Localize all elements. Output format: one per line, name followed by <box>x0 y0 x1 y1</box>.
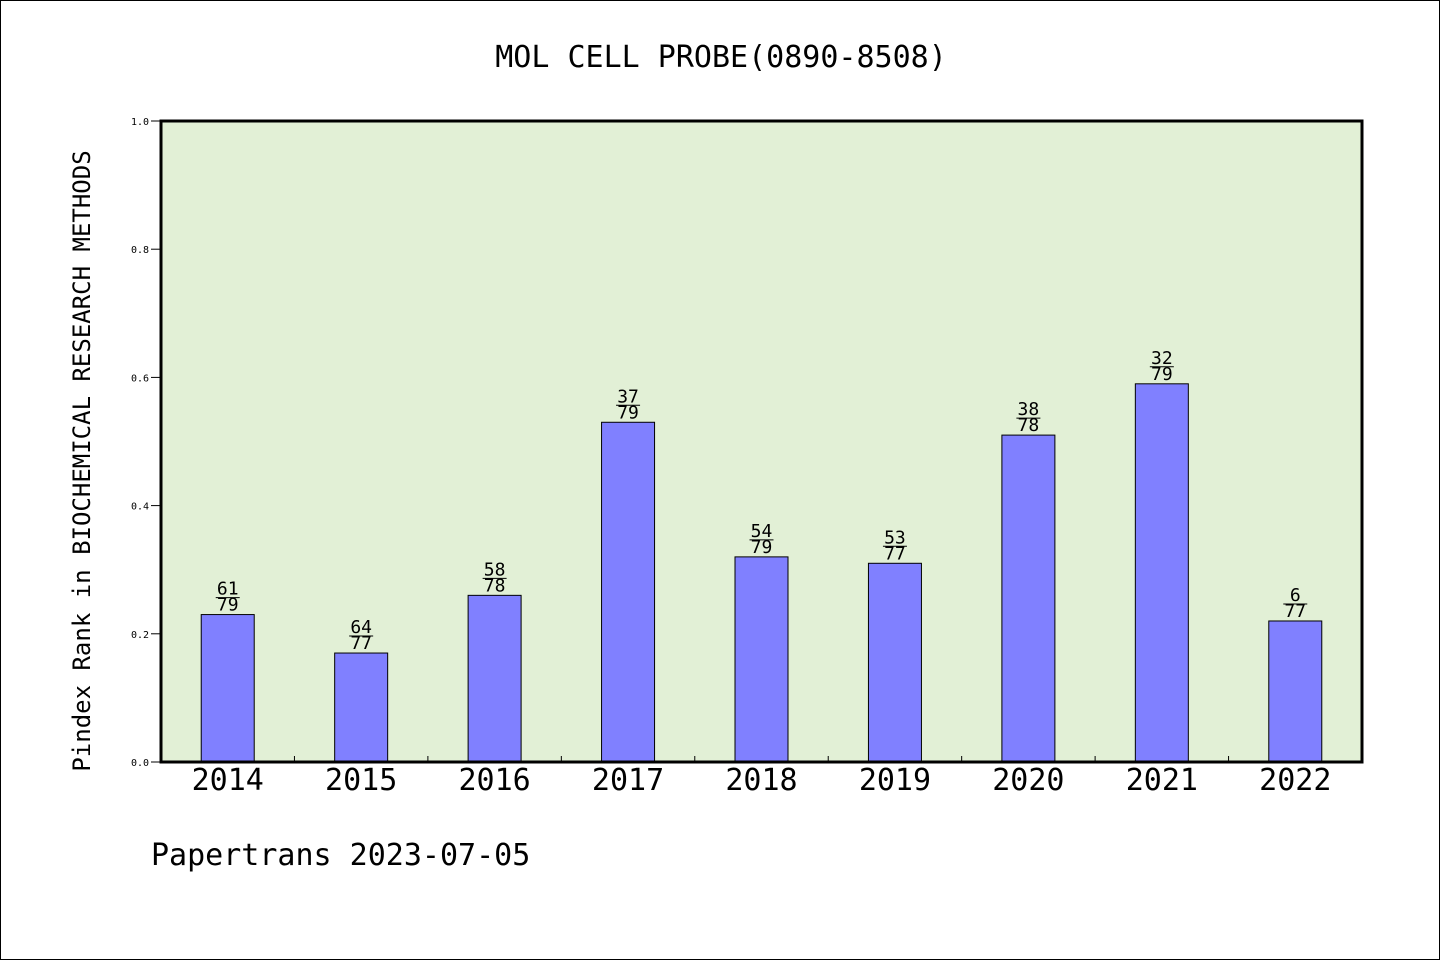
x-tick-label: 2021 <box>1126 763 1198 798</box>
y-tick-label: 0.6 <box>131 373 149 384</box>
y-tick-label: 0.8 <box>131 245 149 256</box>
bar-total-label: 79 <box>1151 364 1173 385</box>
x-tick-label: 2020 <box>992 763 1064 798</box>
bar-total-label: 79 <box>617 402 639 423</box>
x-tick-label: 2015 <box>325 763 397 798</box>
bar-2014 <box>200 614 255 763</box>
y-tick-label: 0.2 <box>131 630 149 641</box>
bar-rank-label: 32 <box>1151 348 1173 369</box>
bar-2018 <box>734 556 789 763</box>
bar-rank-label: 64 <box>350 617 372 638</box>
x-tick-label: 2014 <box>192 763 264 798</box>
bar-total-label: 77 <box>1284 601 1306 622</box>
chart-title: MOL CELL PROBE(0890-8508) <box>495 40 947 75</box>
x-axis-ticks: 2014 2015 2016 2017 2018 2019 2020 2021 2022 <box>192 756 1331 798</box>
bar-2017 <box>601 421 656 763</box>
bar-total-label: 78 <box>484 575 506 596</box>
bar-rank-label: 61 <box>217 579 239 600</box>
y-axis-label: Pindex Rank in BIOCHEMICAL RESEARCH METH… <box>68 150 96 771</box>
bar-rank-label: 53 <box>884 527 906 548</box>
bar-rank-label: 54 <box>751 521 773 542</box>
bar-total-label: 79 <box>751 537 773 558</box>
bar-total-label: 79 <box>217 595 239 616</box>
bar-2021 <box>1134 383 1189 763</box>
x-tick-label: 2017 <box>592 763 664 798</box>
bar-2016 <box>467 594 522 763</box>
plot-border <box>159 119 1364 764</box>
bar-total-label: 77 <box>350 633 372 654</box>
footer-note: Papertrans 2023-07-05 <box>151 838 530 873</box>
bar-total-label: 78 <box>1018 415 1040 436</box>
bar-rank-label: 38 <box>1018 399 1040 420</box>
x-tick-label: 2019 <box>859 763 931 798</box>
bars <box>200 383 1323 763</box>
x-tick-label: 2016 <box>458 763 530 798</box>
bar-2020 <box>1001 434 1056 763</box>
y-tick-label: 0.4 <box>131 502 149 513</box>
bar-rank-label: 58 <box>484 559 506 580</box>
bar-2015 <box>334 652 389 763</box>
bar-rank-label: 6 <box>1290 585 1301 606</box>
bar-2022 <box>1268 620 1323 763</box>
bar-total-label: 77 <box>884 543 906 564</box>
bar-2019 <box>867 562 922 763</box>
y-tick-label: 0.0 <box>131 758 149 769</box>
x-tick-label: 2022 <box>1259 763 1331 798</box>
y-tick-label: 1.0 <box>131 117 149 128</box>
y-axis-ticks: 0.0 0.2 0.4 0.6 0.8 1.0 <box>131 117 161 769</box>
x-tick-label: 2018 <box>725 763 797 798</box>
bar-rank-label: 37 <box>617 386 639 407</box>
